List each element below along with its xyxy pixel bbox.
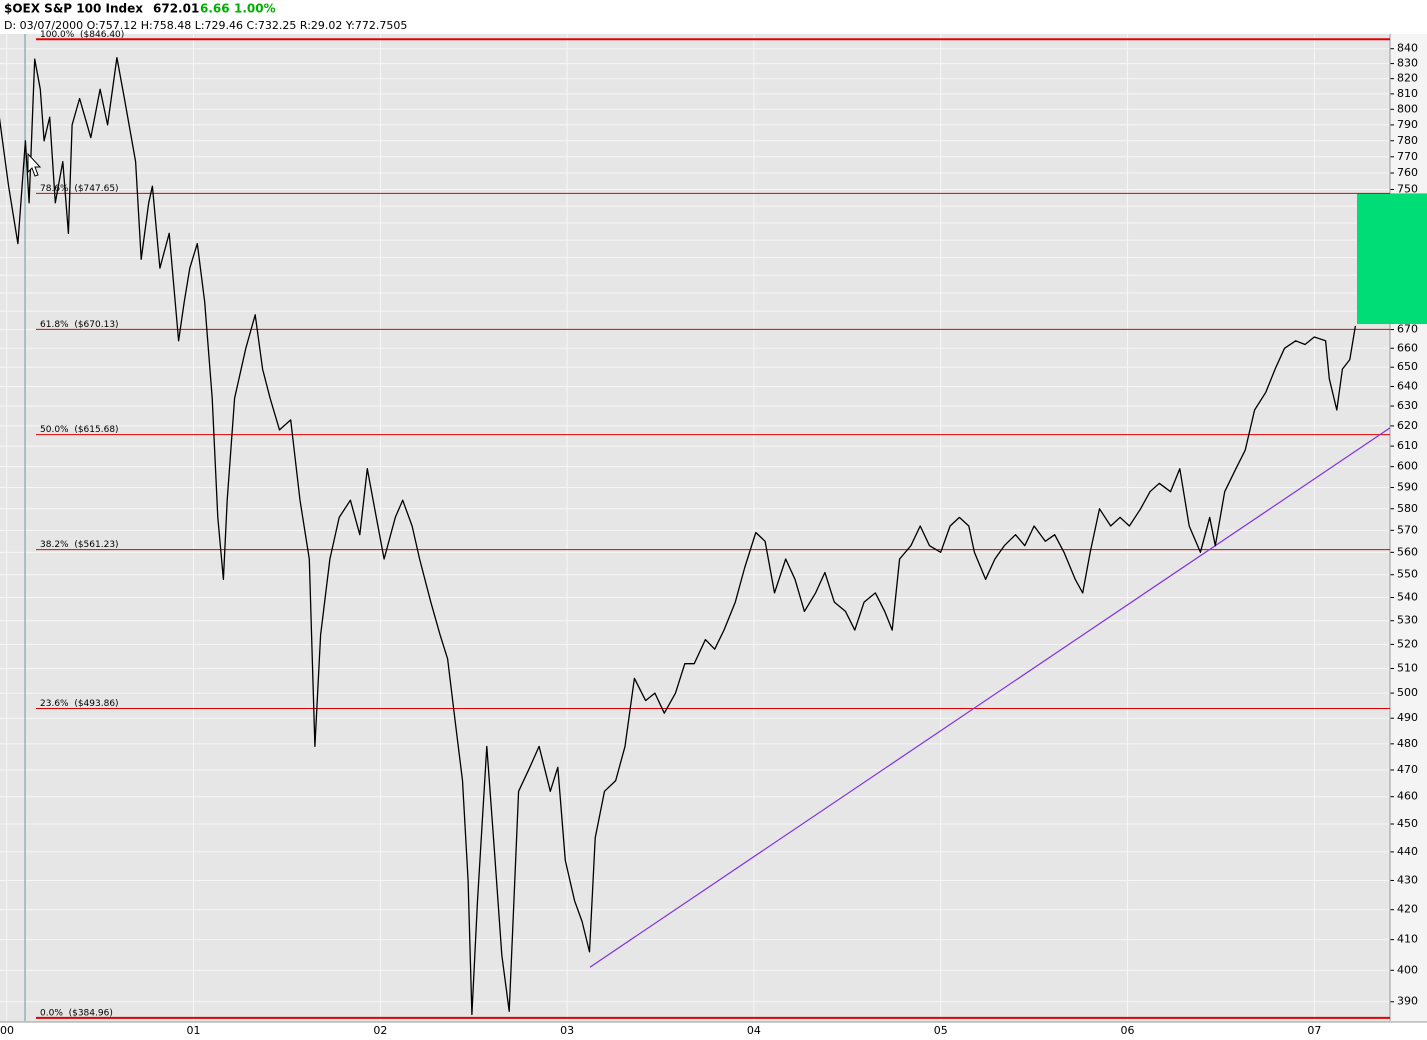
y-tick-label: 830 [1397,57,1418,70]
y-tick-label: 480 [1397,737,1418,750]
y-tick-label: 420 [1397,903,1418,916]
y-tick-label: 430 [1397,873,1418,886]
y-tick-label: 540 [1397,591,1418,604]
change-pct: 1.00% [234,2,276,16]
x-tick-label: 04 [747,1024,761,1037]
y-tick-label: 520 [1397,637,1418,650]
fib-label: 100.0% ($846.40) [40,30,124,40]
y-tick-label: 590 [1397,481,1418,494]
y-tick-label: 780 [1397,134,1418,147]
y-tick-label: 560 [1397,545,1418,558]
x-tick-label: 00 [0,1024,14,1037]
fib-label: 0.0% ($384.96) [40,1008,113,1018]
y-tick-label: 750 [1397,182,1418,195]
y-tick-label: 650 [1397,360,1418,373]
y-tick-label: 610 [1397,439,1418,452]
y-tick-label: 640 [1397,379,1418,392]
y-tick-label: 530 [1397,614,1418,627]
fib-label: 61.8% ($670.13) [40,320,119,330]
symbol: $OEX S&P 100 Index [4,2,143,16]
y-tick-label: 390 [1397,995,1418,1008]
mouse-cursor [27,152,42,177]
x-tick-label: 01 [187,1024,201,1037]
y-tick-label: 600 [1397,460,1418,473]
y-tick-label: 670 [1397,323,1418,336]
y-tick-label: 500 [1397,686,1418,699]
x-tick-label: 05 [934,1024,948,1037]
y-tick-label: 460 [1397,790,1418,803]
y-tick-label: 620 [1397,419,1418,432]
target-zone [1357,193,1427,325]
y-tick-label: 440 [1397,845,1418,858]
x-tick-label: 07 [1307,1024,1321,1037]
y-tick-label: 570 [1397,523,1418,536]
y-tick-label: 510 [1397,662,1418,675]
fib-label: 50.0% ($615.68) [40,425,119,435]
y-tick-label: 810 [1397,87,1418,100]
fib-label: 38.2% ($561.23) [40,540,119,550]
y-tick-label: 760 [1397,166,1418,179]
change: 6.66 [200,2,230,16]
y-tick-label: 630 [1397,399,1418,412]
trendline [589,427,1391,968]
y-tick-label: 400 [1397,963,1418,976]
x-tick-label: 03 [560,1024,574,1037]
y-tick-label: 550 [1397,568,1418,581]
ohlc-details: D: 03/07/2000 O:757.12 H:758.48 L:729.46… [4,19,407,32]
plot-area [0,34,1390,1022]
y-tick-label: 580 [1397,502,1418,515]
plot-layer: 390 400 410 420 430 440 450 460 470 480 490 500 510 5… [0,30,1427,1037]
last-price: 672.01 [153,2,199,16]
y-tick-label: 800 [1397,102,1418,115]
y-tick-label: 790 [1397,118,1418,131]
fib-label: 78.6% ($747.65) [40,184,119,194]
y-tick-label: 770 [1397,150,1418,163]
fib-label: 23.6% ($493.86) [40,699,119,709]
y-tick-label: 410 [1397,933,1418,946]
price-line [0,56,1357,1016]
y-tick-label: 450 [1397,817,1418,830]
y-tick-label: 660 [1397,341,1418,354]
y-tick-label: 470 [1397,763,1418,776]
y-tick-label: 490 [1397,711,1418,724]
y-tick-label: 820 [1397,72,1418,85]
y-tick-label: 840 [1397,42,1418,55]
x-tick-label: 02 [373,1024,387,1037]
x-tick-label: 06 [1121,1024,1135,1037]
